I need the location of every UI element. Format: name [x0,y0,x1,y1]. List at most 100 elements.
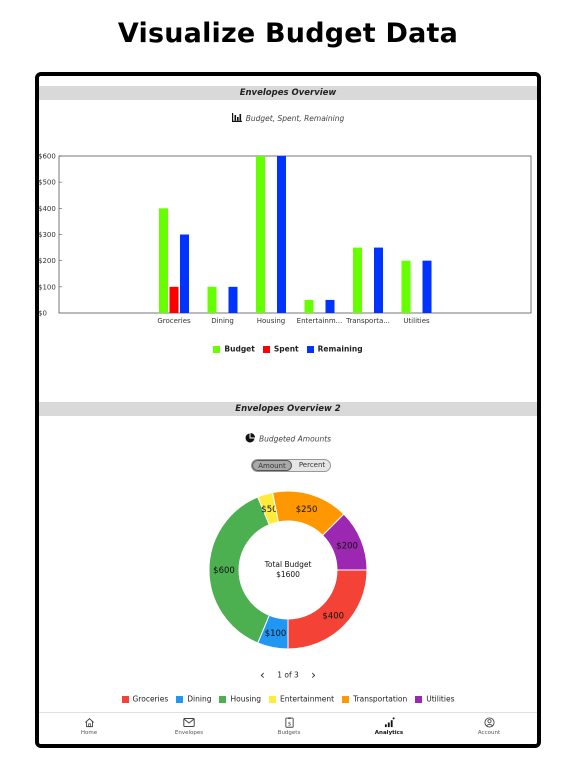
bar-spent[interactable] [169,286,179,313]
device-frame: Envelopes Overview Budget, Spent, Remain… [35,72,541,748]
bar-budget[interactable] [159,208,168,313]
bar-chart-icon [231,113,242,124]
bar-remaining[interactable] [422,260,432,313]
legend-item[interactable]: Utilities [415,694,454,704]
tab-envelopes-label: Envelopes [174,730,204,736]
tab-account[interactable]: Account [449,717,529,736]
bar-group [159,208,189,313]
slice-value-label: $50 [261,505,277,515]
tab-analytics[interactable]: Analytics [349,717,429,736]
tab-budgets-label: Budgets [277,730,301,736]
slice-value-label: $600 [213,566,235,576]
bar-budget[interactable] [207,286,217,313]
bar-chart-legend: Budget Spent Remaining [39,344,537,354]
legend-label: Groceries [132,694,169,704]
section-header-envelopes-overview-2: Envelopes Overview 2 [39,402,537,416]
toggle-percent-option[interactable]: Percent [298,461,326,469]
analytics-icon [384,717,395,728]
bar-group [304,299,335,313]
bar-remaining[interactable] [277,156,286,313]
donut-slice-groceries[interactable] [287,569,368,650]
legend-swatch [268,695,276,703]
y-tick-label: $0 [39,310,47,318]
bar-chart-subtitle-text: Budget, Spent, Remaining [245,114,345,123]
legend-label: Spent [273,344,299,354]
y-tick-label: $500 [39,179,56,187]
bar-budget[interactable] [401,260,411,313]
y-tick-label: $100 [39,283,56,291]
page-headline: Visualize Budget Data [117,18,459,49]
legend-label: Entertainment [279,694,335,704]
legend-item[interactable]: Transportation [342,694,407,704]
x-category-label: Groceries [157,317,191,325]
bar-group [207,286,238,313]
svg-text:$: $ [287,721,291,727]
legend-item[interactable]: Budget [213,344,255,354]
section-header-envelopes-overview: Envelopes Overview [39,86,537,100]
home-icon [84,718,94,728]
slice-value-label: $200 [336,542,358,552]
envelope-icon [183,718,195,727]
pie-chart-icon [245,433,255,445]
legend-item[interactable]: Entertainment [268,694,335,704]
x-category-label: Dining [211,317,234,325]
y-tick-label: $200 [39,257,56,265]
legend-item[interactable]: Groceries [121,694,169,704]
tab-envelopes[interactable]: Envelopes [149,717,229,736]
tab-home[interactable]: Home [49,717,129,736]
budget-icon: $ [284,717,294,728]
donut-center-value: $1600 [276,570,300,579]
slice-value-label: $100 [265,629,287,639]
account-icon [483,717,495,728]
x-category-label: Housing [257,317,285,325]
legend-label: Budget [224,344,255,354]
bar-budget[interactable] [304,299,314,313]
legend-swatch [415,695,423,703]
tab-budgets[interactable]: $ Budgets [249,717,329,736]
legend-swatch [121,695,129,703]
bar-chart: $0 $100 $200 $300 $400 $500 $600 Groceries Dinin… [39,153,532,325]
legend-item[interactable]: Housing [219,694,261,704]
bar-group [256,156,286,313]
legend-label: Transportation [353,694,408,704]
bar-remaining[interactable] [228,286,238,313]
legend-swatch [342,695,350,703]
toggle-amount-option[interactable]: Amount [252,460,292,471]
bar-budget[interactable] [353,247,362,313]
legend-item[interactable]: Dining [176,694,211,704]
legend-label: Utilities [426,694,455,704]
donut-chart-subtitle-text: Budgeted Amounts [258,434,332,444]
legend-swatch [262,345,270,353]
tab-home-label: Home [80,730,98,736]
donut-center-title: Total Budget [264,560,312,569]
bar-group [353,247,383,313]
donut-chart-subtitle: Budgeted Amounts [39,433,537,445]
bottom-tab-bar: Home Envelopes $ Budgets Analy [39,712,537,744]
bar-group [401,260,432,313]
legend-swatch [176,695,184,703]
chevron-right-icon[interactable]: › [311,668,316,682]
legend-swatch [213,345,221,353]
legend-label: Dining [187,694,212,704]
donut-chart: $400 $100 $600 $50 $250 $200 Total Budget$1600 [208,490,368,650]
slice-value-label: $250 [296,505,318,515]
chevron-left-icon[interactable]: ‹ [260,668,265,682]
tab-analytics-label: Analytics [374,730,404,736]
tab-account-label: Account [477,730,501,736]
bar-remaining[interactable] [180,234,189,314]
donut-slice-housing[interactable] [208,496,270,644]
amount-percent-toggle[interactable]: Amount Percent [251,459,331,472]
chart-pager: ‹ 1 of 3 › [39,668,537,682]
legend-swatch [219,695,227,703]
legend-item[interactable]: Spent [262,344,299,354]
bar-remaining[interactable] [325,299,335,313]
y-tick-label: $400 [39,205,56,213]
x-category-label: Transporta... [345,317,390,325]
y-tick-label: $300 [39,231,56,239]
bar-budget[interactable] [256,156,265,313]
bar-remaining[interactable] [374,247,383,313]
legend-swatch [306,345,314,353]
donut-slice-utilities[interactable] [321,513,368,571]
x-category-label: Entertainm... [297,317,343,325]
legend-item[interactable]: Remaining [306,344,363,354]
